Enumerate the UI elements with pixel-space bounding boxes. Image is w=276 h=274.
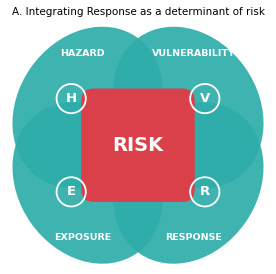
Text: VULNERABILITY: VULNERABILITY — [152, 49, 235, 58]
Text: H: H — [66, 92, 77, 105]
Text: R: R — [200, 185, 210, 198]
Text: RESPONSE: RESPONSE — [165, 233, 222, 242]
Text: EXPOSURE: EXPOSURE — [54, 233, 111, 242]
Ellipse shape — [113, 102, 264, 264]
Text: RISK: RISK — [112, 136, 164, 155]
FancyBboxPatch shape — [81, 89, 195, 202]
Text: HAZARD: HAZARD — [60, 49, 105, 58]
Text: A. Integrating Response as a determinant of risk: A. Integrating Response as a determinant… — [12, 7, 264, 17]
Text: V: V — [200, 92, 210, 105]
Ellipse shape — [12, 102, 163, 264]
Ellipse shape — [113, 27, 264, 188]
Ellipse shape — [12, 27, 163, 188]
Text: E: E — [67, 185, 76, 198]
